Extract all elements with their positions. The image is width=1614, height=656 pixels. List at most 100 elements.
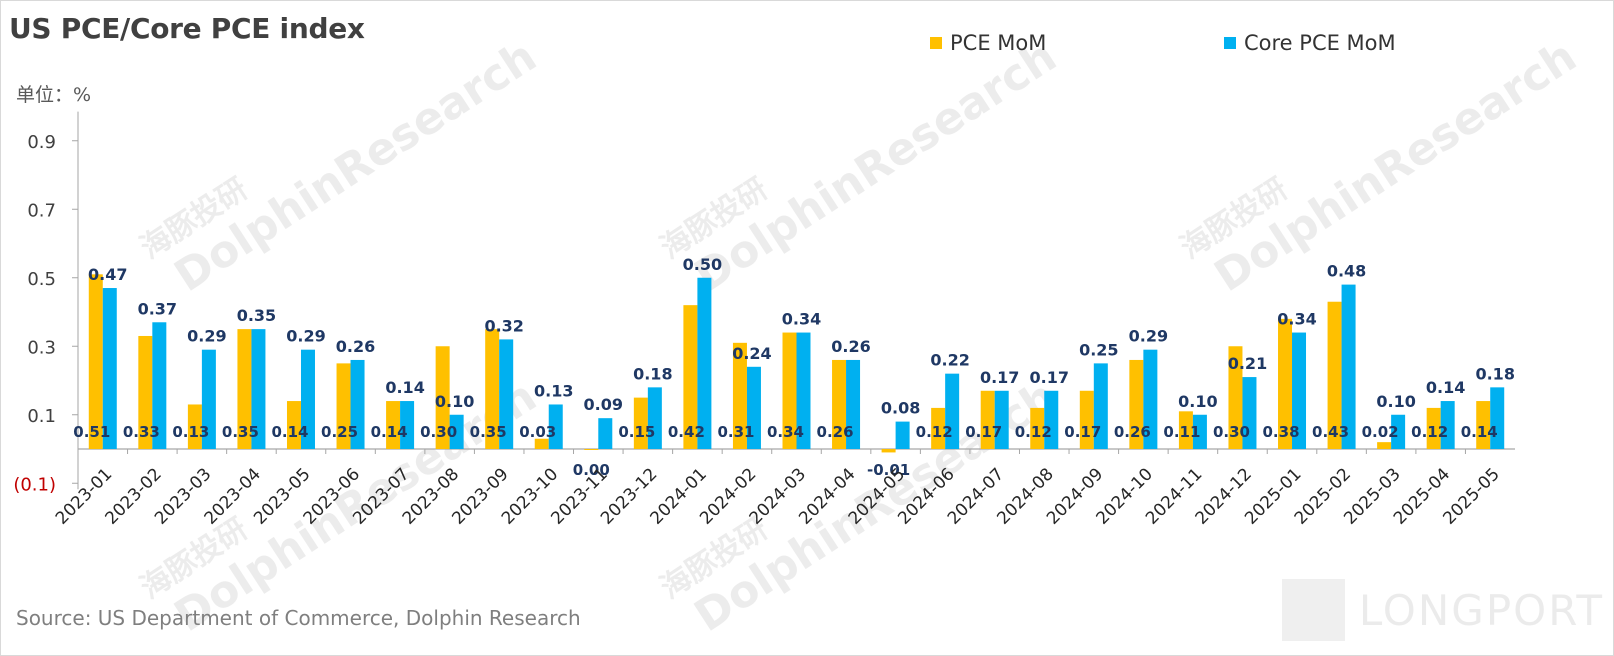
data-label-core: 0.29 bbox=[286, 327, 325, 346]
bar-core bbox=[1143, 349, 1158, 449]
data-label-pce: 0.25 bbox=[321, 423, 358, 441]
data-label-pce: 0.14 bbox=[271, 423, 308, 441]
data-label-pce: 0.11 bbox=[1163, 423, 1200, 441]
bar-pce bbox=[881, 449, 896, 453]
data-label-core: 0.26 bbox=[831, 337, 870, 356]
bar-pce bbox=[386, 401, 401, 449]
bar-core bbox=[746, 366, 761, 449]
data-label-pce: 0.35 bbox=[470, 423, 507, 441]
bar-pce bbox=[485, 329, 500, 449]
bar-pce bbox=[980, 390, 995, 449]
legend-label-core: Core PCE MoM bbox=[1244, 31, 1396, 55]
bar-pce bbox=[336, 363, 351, 449]
bar-pce bbox=[1426, 407, 1441, 449]
bar-pce bbox=[584, 449, 599, 450]
data-label-core: 0.47 bbox=[88, 265, 127, 284]
bar-pce bbox=[832, 359, 847, 449]
bar-core bbox=[1341, 284, 1356, 449]
logo-text: LONGPORT bbox=[1358, 585, 1604, 635]
bar-core bbox=[1292, 332, 1307, 449]
bar-pce bbox=[286, 401, 301, 449]
data-label-core: 0.37 bbox=[138, 299, 177, 318]
data-label-pce: 0.26 bbox=[817, 423, 854, 441]
data-label-pce: 0.17 bbox=[1064, 423, 1101, 441]
y-tick-label: 0.3 bbox=[27, 337, 56, 358]
data-label-core: 0.21 bbox=[1228, 354, 1267, 373]
data-label-core: 0.09 bbox=[584, 395, 623, 414]
bar-pce bbox=[1377, 442, 1392, 449]
bar-core bbox=[449, 414, 464, 449]
bar-core bbox=[1093, 363, 1108, 449]
bar-core bbox=[400, 401, 415, 449]
bar-core bbox=[152, 322, 167, 449]
data-label-pce: 0.43 bbox=[1312, 423, 1349, 441]
data-label-core: 0.10 bbox=[1376, 392, 1415, 411]
bar-pce bbox=[1228, 346, 1243, 449]
y-tick-label: 0.5 bbox=[27, 269, 56, 290]
data-label-core: 0.17 bbox=[1030, 368, 1069, 387]
data-label-pce: 0.12 bbox=[1411, 423, 1448, 441]
bar-core bbox=[102, 288, 117, 449]
data-label-core: 0.10 bbox=[435, 392, 474, 411]
bar-pce bbox=[187, 404, 202, 449]
data-label-pce: 0.30 bbox=[1213, 423, 1250, 441]
data-label-pce: 0.12 bbox=[916, 423, 953, 441]
bar-pce bbox=[237, 329, 252, 449]
data-label-pce: 0.14 bbox=[1461, 423, 1498, 441]
bar-core bbox=[201, 349, 216, 449]
bar-pce bbox=[732, 342, 747, 449]
data-label-core: 0.25 bbox=[1079, 340, 1118, 359]
data-label-core: 0.29 bbox=[1129, 327, 1168, 346]
data-label-pce: 0.00 bbox=[573, 461, 610, 479]
bar-core bbox=[1440, 401, 1455, 449]
bar-pce bbox=[782, 332, 797, 449]
data-label-pce: 0.12 bbox=[1015, 423, 1052, 441]
bar-core bbox=[895, 421, 910, 449]
bar-pce bbox=[1178, 411, 1193, 449]
data-label-pce: 0.31 bbox=[717, 423, 754, 441]
bar-core bbox=[697, 277, 712, 449]
bar-pce bbox=[88, 274, 103, 449]
bar-core bbox=[1242, 377, 1257, 449]
data-label-pce: 0.33 bbox=[123, 423, 160, 441]
bar-pce bbox=[633, 397, 648, 449]
source-note: Source: US Department of Commerce, Dolph… bbox=[16, 606, 581, 630]
bar-core bbox=[846, 359, 861, 449]
data-label-core: 0.34 bbox=[1277, 310, 1316, 329]
bar-core bbox=[1044, 390, 1059, 449]
bar-pce bbox=[1129, 359, 1144, 449]
legend-label-pce: PCE MoM bbox=[950, 31, 1047, 55]
data-label-core: 0.35 bbox=[237, 306, 276, 325]
bar-pce bbox=[1278, 318, 1293, 449]
data-label-pce: 0.38 bbox=[1263, 423, 1300, 441]
bar-core bbox=[1192, 414, 1207, 449]
y-tick-label: (0.1) bbox=[13, 474, 56, 495]
data-label-pce: 0.30 bbox=[420, 423, 457, 441]
chart-title: US PCE/Core PCE index bbox=[9, 12, 365, 45]
legend-item-pce: PCE MoM bbox=[930, 31, 1046, 55]
data-label-pce: 0.35 bbox=[222, 423, 259, 441]
bar-pce bbox=[1079, 390, 1094, 449]
bar-pce bbox=[435, 346, 450, 449]
bar-pce bbox=[1327, 301, 1342, 449]
bar-core bbox=[1490, 387, 1505, 449]
bar-pce bbox=[1476, 401, 1491, 449]
data-label-core: 0.24 bbox=[732, 344, 771, 363]
data-label-pce: 0.51 bbox=[73, 423, 110, 441]
data-label-core: 0.13 bbox=[534, 381, 573, 400]
bar-core bbox=[251, 329, 266, 449]
data-label-pce: 0.26 bbox=[1114, 423, 1151, 441]
legend-item-core: Core PCE MoM bbox=[1224, 31, 1396, 55]
bar-core bbox=[994, 390, 1009, 449]
data-label-core: 0.26 bbox=[336, 337, 375, 356]
data-label-pce: 0.13 bbox=[172, 423, 209, 441]
data-label-pce: -0.01 bbox=[867, 461, 910, 479]
bar-pce bbox=[931, 407, 946, 449]
data-label-core: 0.50 bbox=[683, 255, 722, 274]
unit-label: 单位：% bbox=[16, 84, 92, 106]
bar-core bbox=[647, 387, 662, 449]
data-label-core: 0.32 bbox=[484, 316, 523, 335]
bar-core bbox=[350, 359, 365, 449]
data-label-pce: 0.42 bbox=[668, 423, 705, 441]
legend-swatch-core bbox=[1224, 37, 1236, 49]
